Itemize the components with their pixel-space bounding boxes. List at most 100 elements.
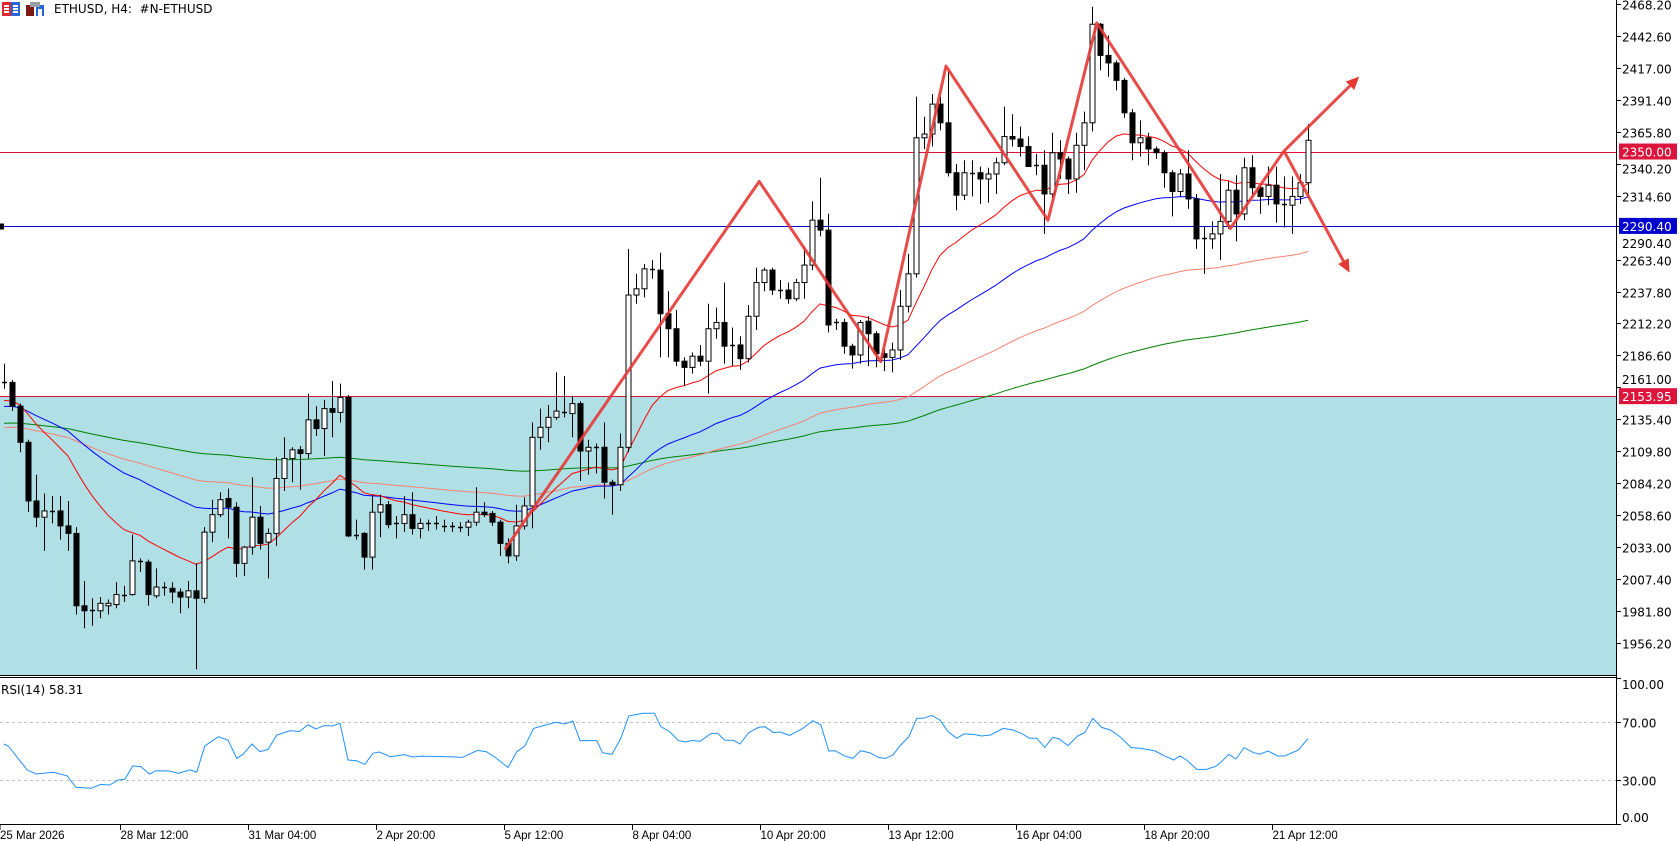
rsi-indicator-label: RSI(14) 58.31 bbox=[1, 683, 84, 697]
candle bbox=[945, 70, 952, 177]
candle-body-bull bbox=[961, 172, 968, 196]
candle-body-bull bbox=[553, 410, 560, 418]
candle bbox=[273, 457, 280, 546]
candle-body-bull bbox=[993, 162, 1000, 175]
candle bbox=[9, 379, 16, 412]
candle bbox=[1129, 109, 1136, 161]
candle bbox=[50, 495, 55, 524]
candle bbox=[321, 399, 328, 457]
candle bbox=[257, 505, 264, 550]
arrow-up-line[interactable] bbox=[1282, 84, 1352, 153]
candle bbox=[1145, 132, 1152, 166]
candle bbox=[313, 406, 320, 437]
candle bbox=[225, 488, 232, 539]
candle-body-bull bbox=[641, 268, 648, 290]
candle-body-bear bbox=[849, 345, 856, 356]
candle bbox=[1169, 170, 1176, 217]
candle-body-bear bbox=[1105, 54, 1112, 64]
candle bbox=[849, 343, 856, 369]
candle bbox=[281, 437, 288, 491]
candle bbox=[17, 403, 24, 453]
price-axis-label: 2109.80 bbox=[1622, 446, 1672, 460]
price-axis-label: 2290.40 bbox=[1622, 237, 1672, 251]
candle bbox=[753, 267, 760, 330]
candle-body-bear bbox=[57, 510, 64, 527]
price-axis-label: 2340.20 bbox=[1622, 163, 1672, 177]
candle-body-bull bbox=[305, 419, 312, 455]
candle-body-bear bbox=[609, 481, 616, 486]
candle bbox=[193, 563, 200, 670]
candle bbox=[185, 580, 192, 609]
candle bbox=[377, 494, 384, 538]
candle-body-bear bbox=[1233, 189, 1240, 215]
candle bbox=[497, 519, 504, 556]
level-handle-icon[interactable] bbox=[0, 223, 4, 230]
candle-body-bear bbox=[937, 103, 944, 124]
ma-100-line bbox=[3, 251, 1309, 497]
candle bbox=[1034, 154, 1039, 176]
candle-body-bull bbox=[1305, 139, 1312, 184]
candle-body-bear bbox=[1025, 146, 1032, 167]
candle-body-bear bbox=[1009, 136, 1016, 140]
candle-body-bear bbox=[1129, 112, 1136, 144]
candle-body-bear bbox=[1113, 62, 1120, 81]
price-axis-label: 2007.40 bbox=[1622, 574, 1672, 588]
price-axis-label: 2161.00 bbox=[1622, 373, 1672, 387]
candle bbox=[25, 439, 32, 513]
candle bbox=[289, 447, 296, 483]
candle bbox=[169, 582, 176, 604]
candle bbox=[1217, 173, 1224, 261]
candle bbox=[689, 352, 696, 374]
candle-body-bull bbox=[1073, 144, 1080, 180]
candle bbox=[737, 336, 744, 370]
candle bbox=[730, 327, 735, 367]
arrow-down-line[interactable] bbox=[1282, 150, 1345, 262]
candle-body-bear bbox=[1153, 148, 1160, 154]
candle-body-bear bbox=[697, 355, 704, 362]
candle-body-bear bbox=[825, 229, 832, 326]
time-axis-label: 10 Apr 20:00 bbox=[761, 830, 826, 841]
candle bbox=[977, 166, 984, 204]
candle bbox=[993, 157, 1000, 194]
candle bbox=[545, 404, 552, 443]
candle-body-bull bbox=[113, 594, 120, 606]
candle bbox=[601, 422, 608, 499]
candle-body-bull bbox=[921, 133, 928, 139]
candle-body-bull bbox=[545, 416, 552, 428]
rsi-panel[interactable] bbox=[0, 712, 1616, 789]
candle-body-bull bbox=[1241, 167, 1248, 215]
candle bbox=[73, 527, 80, 615]
candle-body-bull bbox=[761, 269, 768, 284]
price-axis-label: 2391.40 bbox=[1622, 95, 1672, 109]
candle bbox=[41, 493, 48, 551]
candle-body-bull bbox=[633, 288, 640, 296]
candle-body-bull bbox=[905, 273, 912, 307]
candle-body-bear bbox=[17, 405, 24, 443]
candle bbox=[1121, 77, 1128, 118]
candle-body-bull bbox=[857, 321, 864, 356]
time-axis-label: 5 Apr 12:00 bbox=[505, 830, 564, 841]
candle-body-bear bbox=[577, 403, 584, 452]
candle bbox=[337, 383, 344, 423]
one-click-trading-icon[interactable] bbox=[2, 2, 20, 16]
market-depth-icon[interactable] bbox=[26, 2, 44, 16]
candle-body-bear bbox=[1193, 198, 1200, 240]
candle bbox=[641, 263, 648, 298]
candle bbox=[1202, 226, 1207, 274]
candle bbox=[562, 376, 567, 418]
candle-body-bull bbox=[985, 173, 992, 180]
candle bbox=[1233, 175, 1240, 242]
zigzag-pattern-line[interactable] bbox=[503, 21, 1286, 551]
candle-body-bull bbox=[281, 458, 288, 479]
price-panel[interactable] bbox=[0, 6, 1616, 675]
candle-body-bull bbox=[713, 321, 720, 330]
candle-body-bull bbox=[1177, 173, 1184, 192]
support-zone-top-price-badge bbox=[1619, 388, 1677, 405]
candle-body-bear bbox=[1273, 184, 1280, 205]
candle bbox=[385, 500, 392, 529]
support-zone[interactable] bbox=[0, 396, 1616, 675]
candle-body-bull bbox=[321, 408, 328, 430]
price-axis-label: 2033.00 bbox=[1622, 542, 1672, 556]
candle-body-bear bbox=[233, 506, 240, 564]
